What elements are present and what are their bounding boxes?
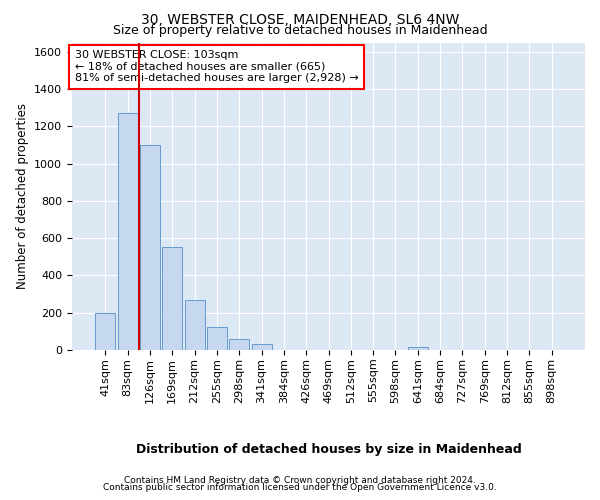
Bar (229, 339, 249, 350)
Bar (162, 246, 182, 350)
Bar (95, 312, 115, 350)
Text: Distribution of detached houses by size in Maidenhead: Distribution of detached houses by size … (136, 442, 521, 456)
Bar (140, 145, 160, 350)
Bar (251, 344, 272, 350)
Text: 30 WEBSTER CLOSE: 103sqm
← 18% of detached houses are smaller (665)
81% of semi-: 30 WEBSTER CLOSE: 103sqm ← 18% of detach… (74, 50, 358, 84)
Bar (185, 300, 205, 350)
Text: Contains HM Land Registry data © Crown copyright and database right 2024.: Contains HM Land Registry data © Crown c… (124, 476, 476, 485)
Y-axis label: Number of detached properties: Number of detached properties (16, 104, 29, 289)
Bar (408, 347, 428, 350)
Text: Size of property relative to detached houses in Maidenhead: Size of property relative to detached ho… (113, 24, 487, 37)
Bar (207, 326, 227, 350)
Text: Contains public sector information licensed under the Open Government Licence v3: Contains public sector information licen… (103, 484, 497, 492)
Text: 30, WEBSTER CLOSE, MAIDENHEAD, SL6 4NW: 30, WEBSTER CLOSE, MAIDENHEAD, SL6 4NW (141, 12, 459, 26)
Bar (118, 114, 138, 350)
